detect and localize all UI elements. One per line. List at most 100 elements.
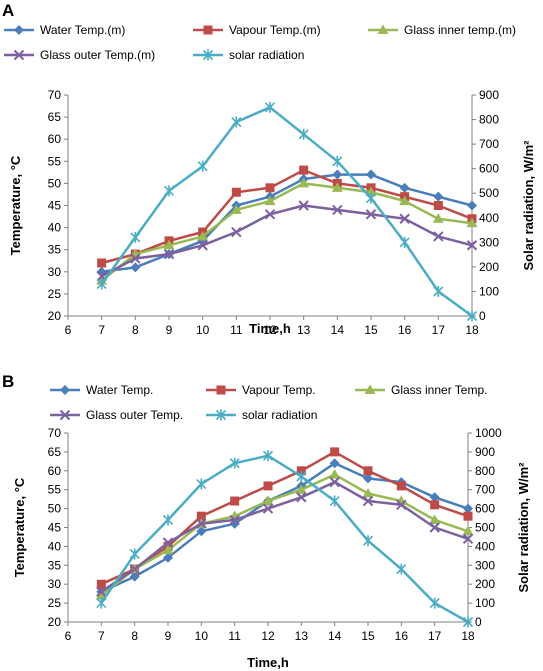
data-point xyxy=(295,484,307,494)
data-point xyxy=(430,500,440,510)
legend-entry: Water Temp. xyxy=(50,383,153,397)
data-point xyxy=(462,616,474,628)
data-point xyxy=(264,209,276,220)
data-point xyxy=(433,191,444,202)
data-point xyxy=(363,473,373,484)
series-line xyxy=(100,461,469,593)
data-point xyxy=(432,213,444,223)
data-point xyxy=(162,544,174,555)
legend-entry: Glass outer Temp.(m) xyxy=(4,48,155,62)
legend-marker xyxy=(364,384,376,394)
series-1 xyxy=(97,165,477,268)
data-point xyxy=(298,128,309,140)
legend-marker xyxy=(13,49,25,61)
data-point xyxy=(129,563,140,575)
legend-label: Glass inner Temp. xyxy=(391,383,488,397)
series-0 xyxy=(96,458,473,597)
y-tick-label: 50 xyxy=(48,176,62,190)
legend-label: solar radiation xyxy=(229,48,304,62)
x-tick-label: 10 xyxy=(195,629,209,643)
data-point xyxy=(463,503,473,514)
x-axis-title: Time,h xyxy=(247,655,289,670)
data-point xyxy=(229,514,240,526)
data-point xyxy=(96,597,107,609)
y2-tick-label: 500 xyxy=(475,521,495,535)
legend-marker xyxy=(215,409,227,421)
x-tick-label: 7 xyxy=(98,629,105,643)
data-point xyxy=(163,248,175,260)
x-tick-label: 17 xyxy=(428,629,442,643)
data-point xyxy=(329,495,340,507)
data-point xyxy=(129,548,140,560)
data-point xyxy=(197,160,208,172)
legend-label: Water Temp. xyxy=(86,383,153,397)
series-line xyxy=(100,454,469,624)
y2-tick-label: 200 xyxy=(479,260,499,274)
data-point xyxy=(433,231,444,242)
data-point xyxy=(263,481,273,491)
data-point xyxy=(96,278,107,290)
data-point xyxy=(264,195,276,206)
y-tick-label: 20 xyxy=(48,309,62,323)
x-tick-label: 11 xyxy=(230,323,243,335)
legend-entry: solar radiation xyxy=(206,408,317,422)
y-tick-label: 30 xyxy=(48,577,62,591)
legend-marker xyxy=(14,25,24,35)
y-tick-label: 60 xyxy=(48,132,62,146)
y-tick-label: 40 xyxy=(48,221,62,235)
chart-panel-a: A Water Temp.(m) Vapour Temp.(m) Glass inne… xyxy=(2,1,536,335)
data-point xyxy=(162,537,174,548)
data-point xyxy=(298,177,310,188)
panel-letter: A xyxy=(2,1,14,20)
y2-tick-label: 0 xyxy=(475,615,482,629)
data-point xyxy=(466,310,478,322)
data-point xyxy=(231,187,241,197)
data-point xyxy=(262,503,274,514)
data-point xyxy=(163,552,173,563)
data-point xyxy=(362,535,374,547)
x-tick-label: 6 xyxy=(65,323,72,335)
data-point xyxy=(396,563,407,575)
data-point xyxy=(96,579,106,589)
data-point xyxy=(362,495,374,507)
data-point xyxy=(362,487,374,498)
y-tick-label: 25 xyxy=(48,287,62,301)
x-tick-label: 14 xyxy=(331,323,345,335)
data-point xyxy=(229,457,240,469)
x-tick-label: 17 xyxy=(432,323,446,335)
y2-tick-label: 900 xyxy=(475,445,495,459)
data-point xyxy=(332,155,343,167)
data-point xyxy=(329,458,340,469)
y-tick-label: 35 xyxy=(48,243,62,257)
y-tick-label: 65 xyxy=(48,110,62,124)
data-point xyxy=(97,258,107,268)
y-tick-label: 55 xyxy=(48,154,62,168)
legend-label: Glass inner temp.(m) xyxy=(404,23,516,37)
data-point xyxy=(429,492,440,503)
legend-entry: Vapour Temp.(m) xyxy=(193,23,321,37)
legend-entry: Glass outer Temp. xyxy=(50,408,183,422)
data-point xyxy=(365,192,377,204)
y-axis-title: Temperature, °C xyxy=(12,477,27,577)
legend-label: Glass outer Temp. xyxy=(86,408,183,422)
x-tick-label: 12 xyxy=(261,629,275,643)
data-point xyxy=(196,478,207,490)
series-3 xyxy=(96,476,474,597)
series-line xyxy=(100,182,473,282)
x-tick-label: 12 xyxy=(263,323,277,335)
x-tick-label: 18 xyxy=(461,629,475,643)
data-point xyxy=(399,195,411,206)
data-point xyxy=(296,470,307,482)
data-point xyxy=(130,253,141,264)
data-point xyxy=(264,101,276,113)
data-point xyxy=(399,213,410,224)
y2-tick-label: 600 xyxy=(475,502,495,516)
y2-tick-label: 400 xyxy=(475,539,495,553)
legend-marker xyxy=(60,385,70,395)
panel-letter: B xyxy=(2,372,14,391)
series-4 xyxy=(96,450,474,628)
y2-tick-label: 900 xyxy=(479,88,499,102)
y-tick-label: 55 xyxy=(48,483,62,497)
data-point xyxy=(299,165,309,175)
x-tick-label: 8 xyxy=(132,323,139,335)
